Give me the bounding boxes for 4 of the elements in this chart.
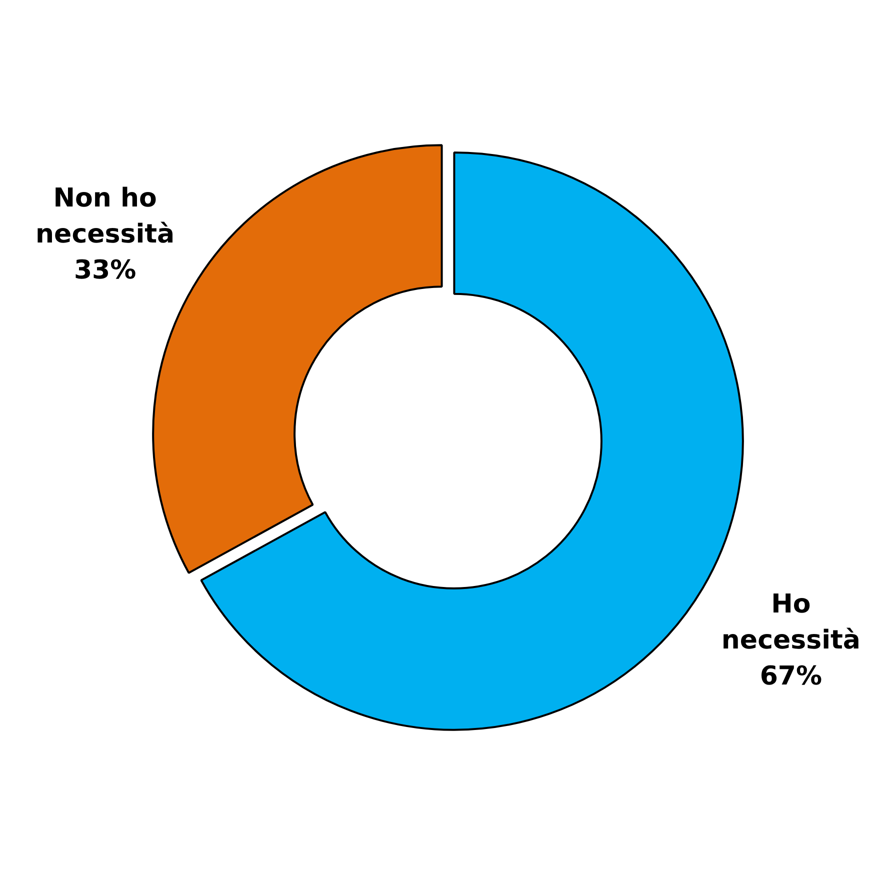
- data-label: 67%: [760, 661, 822, 692]
- data-label: 33%: [74, 256, 136, 286]
- slice-label: Non ho necessità: [36, 184, 175, 250]
- slice-label: Ho necessità: [721, 589, 860, 656]
